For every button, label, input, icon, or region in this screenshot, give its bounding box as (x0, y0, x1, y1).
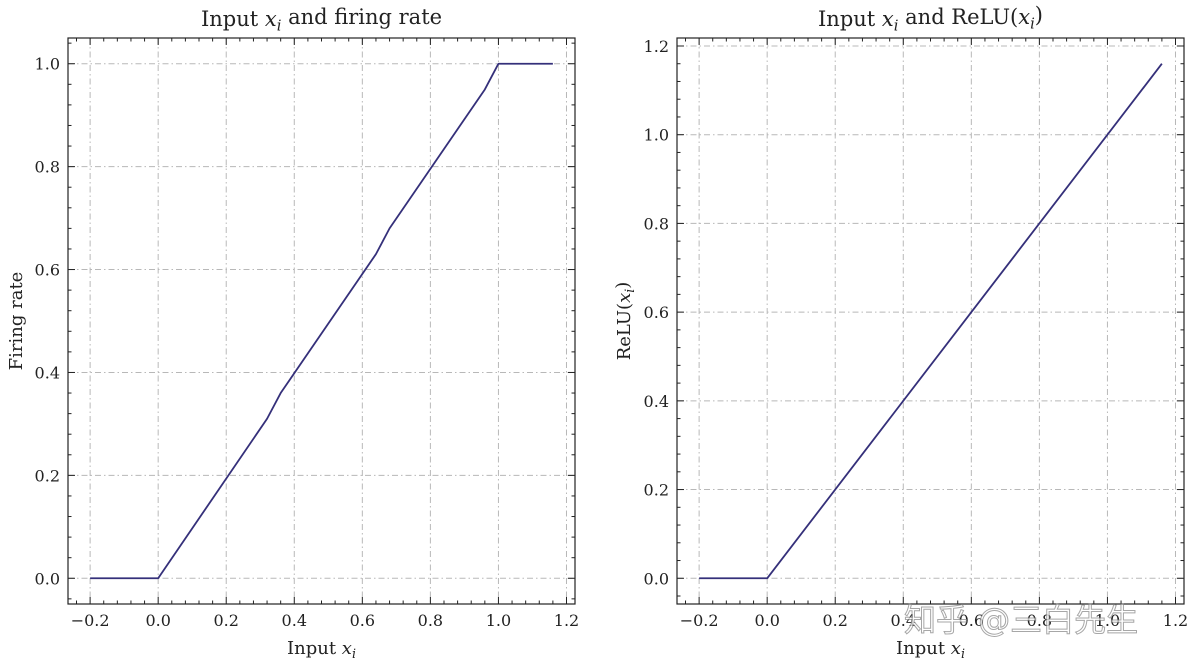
y-tick-label: 0.8 (644, 214, 669, 233)
chart-relu: −0.2 0.0 0.2 0.4 0.6 0.8 1.0 1.2 0.0 0.2 0.4 0.6 0.8… (612, 3, 1188, 661)
x-tick-label: 0.4 (891, 611, 916, 630)
watermark-text: 知乎 @三白先生 (904, 601, 1138, 639)
y-tick-label: 0.4 (35, 363, 60, 382)
x-tick-label: −0.2 (71, 611, 110, 630)
series-line-firing-rate (90, 62, 553, 580)
x-tick-label: 1.0 (486, 611, 511, 630)
series-line-relu (699, 63, 1163, 580)
y-tick-label: 0.8 (35, 158, 60, 177)
y-tick-label: 1.0 (644, 126, 669, 145)
plot-frame (676, 37, 1185, 605)
y-tick-label: 0.6 (35, 261, 60, 280)
x-tick-label: 0.0 (754, 611, 779, 630)
chart-title: Input xi and ReLU(xi) (818, 3, 1043, 34)
x-tick-label: 0.8 (418, 611, 443, 630)
x-axis-label: Input xi (287, 638, 356, 661)
x-tick-label: 1.0 (1095, 611, 1120, 630)
y-tick-label: 0.2 (35, 466, 60, 485)
y-tick-label: 1.0 (35, 55, 60, 74)
x-axis-label: Input xi (896, 638, 965, 661)
y-tick-label: 0.4 (644, 392, 669, 411)
x-tick-label: 1.2 (1163, 611, 1188, 630)
y-tick-label: 1.2 (644, 37, 669, 56)
y-axis-label: Firing rate (6, 272, 27, 371)
y-tick-label: 0.2 (644, 481, 669, 500)
x-tick-label: 0.8 (1027, 611, 1052, 630)
x-tick-label: −0.2 (680, 611, 719, 630)
x-tick-label: 0.2 (213, 611, 238, 630)
y-axis-label: ReLU(xi) (612, 282, 636, 361)
x-tick-label: 1.2 (554, 611, 579, 630)
x-tick-label: 0.6 (350, 611, 375, 630)
y-tick-label: 0.6 (644, 303, 669, 322)
y-tick-label: 0.0 (35, 569, 60, 588)
x-tick-label: 0.2 (822, 611, 847, 630)
chart-firing-rate: −0.2 0.0 0.2 0.4 0.6 0.8 1.0 1.2 0.0 0.2 0.4 0.6 0.8… (6, 5, 579, 661)
x-tick-label: 0.4 (282, 611, 307, 630)
plot-frame (67, 37, 576, 605)
chart-title: Input xi and firing rate (201, 5, 442, 34)
x-tick-label: 0.6 (959, 611, 984, 630)
x-tick-label: 0.0 (145, 611, 170, 630)
y-tick-label: 0.0 (644, 569, 669, 588)
